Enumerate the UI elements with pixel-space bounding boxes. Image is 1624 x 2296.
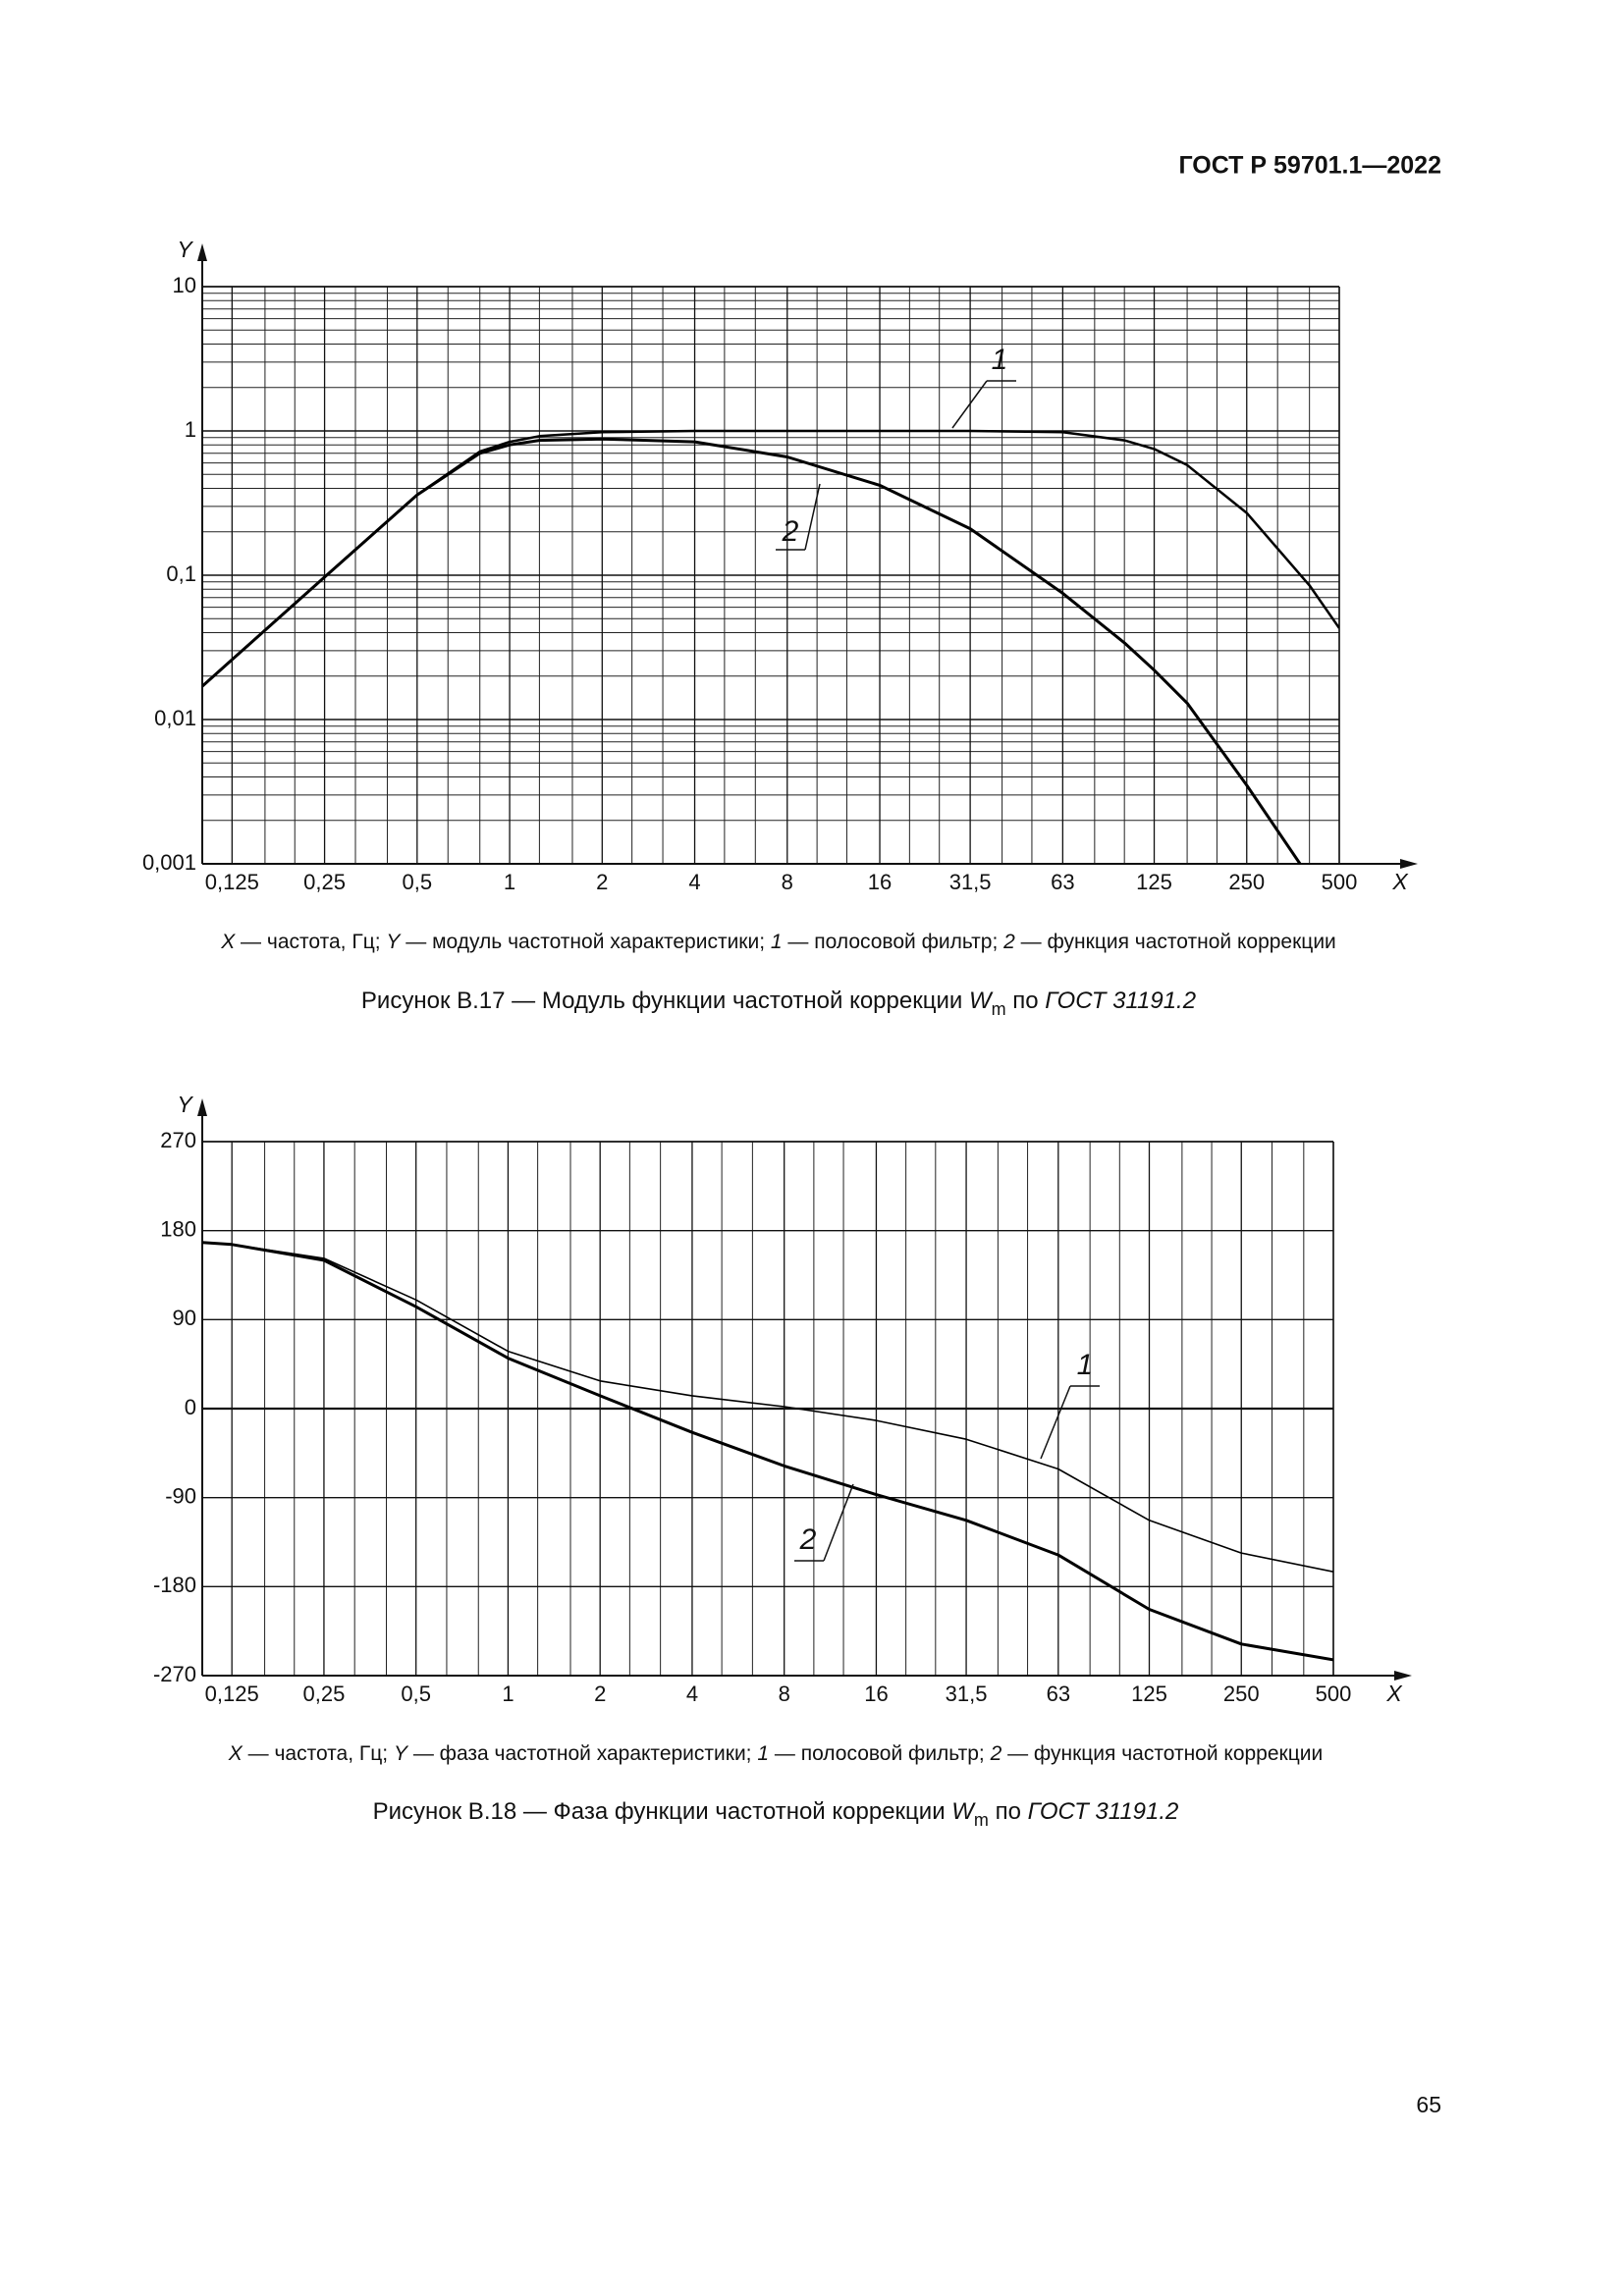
x-tick-label: 4: [688, 870, 700, 894]
label-leader: [804, 483, 821, 551]
x-tick-label: 8: [782, 870, 793, 894]
x-tick-label: 0,25: [303, 870, 346, 894]
series-line: [202, 429, 1339, 688]
legend-note-part: — фаза частотной характеристики;: [407, 1742, 757, 1765]
y-tick-label: 90: [173, 1306, 196, 1330]
x-tick-label: 0,125: [205, 870, 259, 894]
legend-note-part: Y: [394, 1742, 409, 1765]
x-tick-label: 16: [868, 870, 892, 894]
figure-caption-part: m: [974, 1810, 989, 1830]
y-tick-label: -180: [153, 1573, 196, 1597]
x-tick-label: 250: [1228, 870, 1265, 894]
series-label: 2: [782, 515, 799, 548]
x-axis-arrow: [1394, 1671, 1412, 1681]
y-tick-label: 270: [160, 1128, 196, 1152]
x-tick-label: 63: [1051, 870, 1074, 894]
y-tick-label: 180: [160, 1216, 196, 1241]
figure-caption-part: ГОСТ 31191.2: [1045, 988, 1196, 1014]
page-number: 65: [1416, 2092, 1441, 2117]
legend-note-part: X: [220, 931, 236, 953]
y-axis-arrow: [197, 1098, 207, 1116]
y-tick-label: -90: [165, 1483, 196, 1508]
x-tick-label: 125: [1131, 1682, 1167, 1706]
figure-caption: Рисунок В.18 — Фаза функции частотной ко…: [373, 1798, 1179, 1829]
x-tick-label: 0,125: [205, 1682, 259, 1706]
x-axis-label: X: [1391, 869, 1409, 894]
x-tick-label: 16: [864, 1682, 888, 1706]
y-tick-label: 0: [185, 1395, 196, 1419]
series-label: 1: [1077, 1349, 1094, 1381]
legend-note-part: 2: [990, 1742, 1002, 1765]
y-tick-label: -270: [153, 1662, 196, 1686]
series-line: [202, 1241, 1333, 1662]
legend-note-part: — частота, Гц;: [243, 1742, 394, 1765]
figure-caption-part: Рисунок В.17 — Модуль функции частотной …: [361, 988, 969, 1014]
figure-caption: Рисунок В.17 — Модуль функции частотной …: [361, 988, 1196, 1018]
x-tick-label: 500: [1316, 1682, 1352, 1706]
legend-note-part: X: [228, 1742, 244, 1765]
legend-note-part: 1: [757, 1742, 769, 1765]
figure-caption-part: W: [969, 988, 994, 1014]
figure-caption-part: W: [951, 1798, 976, 1825]
series-label: 1: [992, 344, 1008, 376]
x-tick-label: 8: [779, 1682, 790, 1706]
x-tick-label: 63: [1047, 1682, 1070, 1706]
x-tick-label: 1: [504, 870, 515, 894]
y-tick-label: 1: [185, 417, 196, 442]
figure-caption-part: m: [992, 999, 1006, 1019]
label-leader: [823, 1483, 854, 1562]
x-tick-label: 125: [1136, 870, 1172, 894]
legend-note-part: 1: [771, 931, 783, 953]
legend-note: X — частота, Гц; Y — фаза частотной хара…: [228, 1742, 1323, 1765]
figure-caption-part: по: [989, 1798, 1028, 1825]
y-tick-label: 0,1: [166, 561, 196, 586]
figure-caption-part: по: [1006, 988, 1046, 1014]
series-line: [202, 437, 1302, 864]
legend-note-part: — полосовой фильтр;: [783, 931, 1004, 953]
figure-caption-part: ГОСТ 31191.2: [1028, 1798, 1179, 1825]
x-tick-label: 2: [594, 1682, 606, 1706]
y-tick-label: 0,001: [142, 850, 196, 875]
legend-note-part: 2: [1002, 931, 1015, 953]
y-tick-label: 0,01: [154, 706, 196, 730]
chart: 0,125 0,25 0,5 1 2 4 8 16 31,5 63 125 250 500 -270 -18…: [153, 1092, 1412, 1830]
y-axis-label: Y: [177, 1092, 193, 1117]
y-axis-arrow: [197, 243, 207, 261]
x-tick-label: 500: [1322, 870, 1358, 894]
x-tick-label: 2: [596, 870, 608, 894]
x-tick-label: 31,5: [946, 1682, 988, 1706]
x-axis-label: X: [1385, 1681, 1403, 1706]
legend-note-part: — функция частотной коррекции: [1015, 931, 1336, 953]
legend-note: X — частота, Гц; Y — модуль частотной ха…: [220, 931, 1336, 953]
x-tick-label: 0,25: [303, 1682, 346, 1706]
figure-caption-part: Рисунок В.18 — Фаза функции частотной ко…: [373, 1798, 952, 1825]
legend-note-part: — функция частотной коррекции: [1001, 1742, 1323, 1765]
x-tick-label: 31,5: [949, 870, 992, 894]
series-label: 2: [799, 1523, 817, 1556]
x-tick-label: 250: [1223, 1682, 1260, 1706]
x-tick-label: 1: [502, 1682, 514, 1706]
label-leader: [1040, 1385, 1071, 1460]
x-tick-label: 0,5: [403, 870, 433, 894]
x-tick-label: 4: [686, 1682, 698, 1706]
y-tick-label: 10: [173, 273, 196, 297]
y-axis-label: Y: [177, 237, 193, 262]
x-tick-label: 0,5: [401, 1682, 431, 1706]
legend-note-part: — полосовой фильтр;: [769, 1742, 991, 1765]
series-line: [202, 1242, 1333, 1573]
chart: 0,125 0,25 0,5 1 2 4 8 16 31,5 63 125 250 500 0,001 0,…: [142, 237, 1418, 1019]
header: ГОСТ Р 59701.1—2022: [1178, 152, 1441, 180]
label-leader: [951, 380, 988, 429]
legend-note-part: — частота, Гц;: [235, 931, 386, 953]
legend-note-part: — модуль частотной характеристики;: [400, 931, 770, 953]
x-axis-arrow: [1400, 859, 1418, 869]
legend-note-part: Y: [386, 931, 402, 953]
